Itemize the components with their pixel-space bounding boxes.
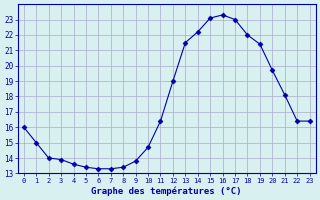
X-axis label: Graphe des températures (°C): Graphe des températures (°C) bbox=[92, 186, 242, 196]
